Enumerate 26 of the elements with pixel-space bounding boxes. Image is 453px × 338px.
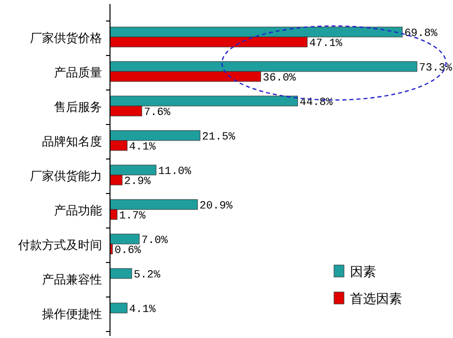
data-label: 69.8% xyxy=(404,28,438,40)
data-label: 5.2% xyxy=(134,270,161,282)
data-label: 20.9% xyxy=(200,200,233,212)
data-label: 47.1% xyxy=(309,38,343,50)
data-label: 4.1% xyxy=(129,142,156,154)
data-label: 0.6% xyxy=(114,245,142,257)
data-label: 4.1% xyxy=(129,304,156,316)
data-label: 2.9% xyxy=(124,176,151,188)
y-tick-label: 厂家供货价格 xyxy=(30,31,102,45)
y-tick-label: 付款方式及时间 xyxy=(17,238,102,252)
y-tick-label: 产品兼容性 xyxy=(42,272,102,286)
y-tick-label: 厂家供货能力 xyxy=(30,169,102,183)
y-tick-label: 产品功能 xyxy=(54,204,102,218)
data-label: 7.6% xyxy=(144,107,171,119)
y-tick-label: 售后服务 xyxy=(54,100,102,114)
y-tick-label: 品牌知名度 xyxy=(42,134,102,148)
legend-label: 首选因素 xyxy=(350,292,402,307)
data-label: 73.3% xyxy=(419,62,452,74)
data-label: 11.0% xyxy=(158,166,192,178)
data-label: 1.7% xyxy=(119,210,146,222)
legend-label: 因素 xyxy=(350,265,376,280)
y-tick-label: 产品质量 xyxy=(54,66,102,80)
y-tick-label: 操作便捷性 xyxy=(42,307,102,321)
data-label: 7.0% xyxy=(141,235,168,247)
data-label: 21.5% xyxy=(202,132,236,144)
data-label: 36.0% xyxy=(262,72,296,84)
